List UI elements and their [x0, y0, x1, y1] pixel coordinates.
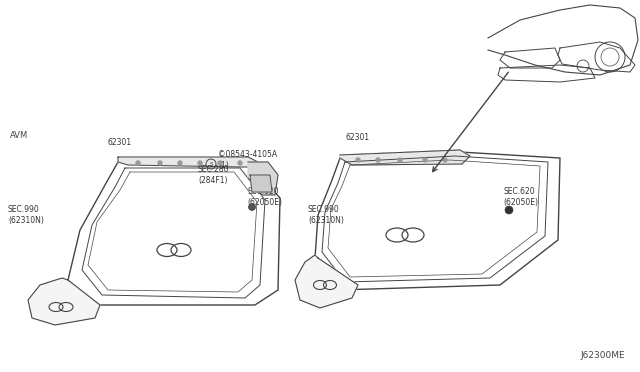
Circle shape [505, 206, 513, 214]
Circle shape [376, 158, 380, 162]
Circle shape [423, 158, 427, 162]
Text: ©08543-4105A
(1): ©08543-4105A (1) [218, 150, 277, 170]
Polygon shape [118, 157, 258, 167]
Polygon shape [0, 0, 640, 148]
Text: AVM: AVM [10, 131, 28, 140]
Circle shape [158, 161, 162, 165]
Polygon shape [118, 157, 258, 167]
Polygon shape [315, 295, 560, 370]
Text: 62301: 62301 [345, 132, 369, 141]
Polygon shape [340, 150, 470, 165]
Polygon shape [0, 0, 640, 155]
Polygon shape [560, 148, 640, 370]
Polygon shape [28, 278, 100, 325]
Circle shape [443, 158, 447, 162]
Text: J62300ME: J62300ME [580, 350, 625, 359]
Circle shape [198, 161, 202, 165]
Polygon shape [340, 150, 470, 165]
Polygon shape [0, 148, 315, 370]
Text: S: S [209, 161, 212, 167]
Text: SEC.620
(62050E): SEC.620 (62050E) [247, 187, 282, 207]
Circle shape [218, 161, 222, 165]
Polygon shape [248, 162, 278, 195]
Polygon shape [295, 255, 358, 308]
Text: SEC.990
(62310N): SEC.990 (62310N) [8, 205, 44, 225]
Circle shape [238, 161, 242, 165]
Circle shape [398, 158, 402, 162]
Polygon shape [68, 162, 280, 305]
Polygon shape [55, 310, 640, 372]
Circle shape [356, 158, 360, 162]
Polygon shape [250, 175, 272, 192]
Polygon shape [0, 155, 118, 340]
Circle shape [248, 203, 255, 211]
Polygon shape [315, 152, 560, 290]
Text: SEC.990
(62310N): SEC.990 (62310N) [308, 205, 344, 225]
Circle shape [136, 161, 140, 165]
Text: SEC.620
(62050E): SEC.620 (62050E) [503, 187, 538, 207]
Polygon shape [278, 155, 640, 340]
Text: SEC.280
(284F1): SEC.280 (284F1) [198, 165, 230, 185]
Text: 62301: 62301 [108, 138, 132, 147]
Circle shape [178, 161, 182, 165]
